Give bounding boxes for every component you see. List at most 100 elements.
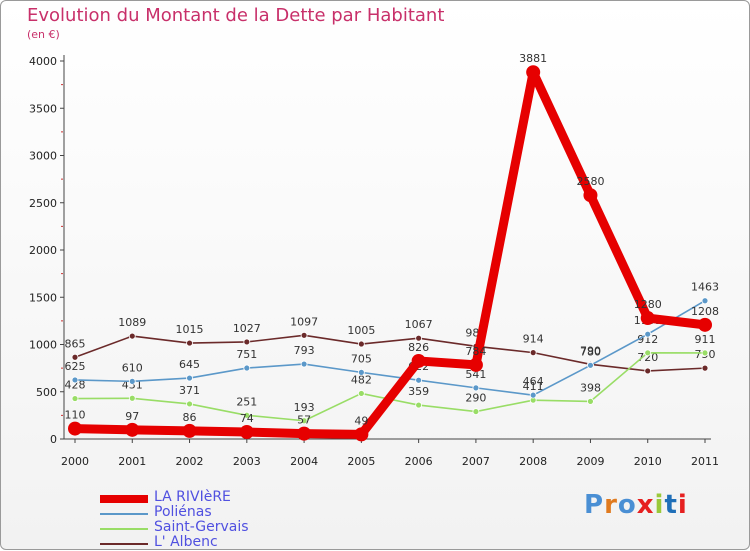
series-point — [529, 349, 537, 357]
series-point — [128, 394, 136, 402]
data-label: 914 — [523, 333, 544, 346]
data-label: 645 — [179, 358, 200, 371]
data-label: 398 — [580, 381, 601, 394]
data-label: 1208 — [691, 305, 719, 318]
x-tick-label: 2007 — [462, 455, 490, 468]
data-label: 1015 — [176, 323, 204, 336]
series-point — [71, 395, 79, 402]
series-point — [71, 376, 79, 384]
data-label: 865 — [65, 337, 86, 350]
x-tick-label: 2004 — [290, 455, 318, 468]
series-point — [300, 331, 308, 339]
series-point — [243, 411, 251, 419]
data-label: 793 — [294, 344, 315, 357]
series-line-1 — [74, 299, 706, 396]
data-label: 3881 — [519, 52, 547, 65]
data-label: 251 — [236, 395, 257, 408]
logo-letter: o — [617, 490, 637, 520]
data-label: 464 — [523, 375, 544, 388]
logo-letter: x — [636, 490, 655, 520]
data-label: 1089 — [118, 316, 146, 329]
y-tick-label: 2000 — [29, 244, 57, 257]
series-point — [587, 361, 594, 369]
y-tick-label: 0 — [50, 433, 57, 446]
data-label: 625 — [65, 360, 86, 373]
x-tick-label: 2002 — [176, 455, 204, 468]
series-point — [182, 423, 197, 438]
series-point — [71, 353, 79, 361]
legend-label: LA RIVIèRE — [154, 489, 231, 505]
series-point — [243, 364, 251, 372]
series-point — [68, 421, 82, 436]
y-tick-label: 500 — [36, 386, 57, 399]
data-label: 86 — [183, 411, 197, 424]
series-point — [128, 332, 136, 340]
series-point — [300, 360, 308, 368]
series-point — [411, 353, 426, 368]
data-label: 610 — [122, 361, 143, 374]
y-tick-label: 3500 — [29, 102, 57, 115]
series-point — [701, 297, 709, 305]
x-tick-label: 2001 — [118, 455, 146, 468]
series-point — [354, 427, 369, 442]
data-label: 193 — [294, 401, 315, 414]
logo-letter: P — [584, 490, 605, 520]
data-label: 720 — [637, 351, 658, 364]
data-label: 428 — [65, 379, 86, 392]
legend-label: Poliénas — [154, 504, 212, 520]
series-line-0 — [70, 67, 710, 439]
data-label: 110 — [65, 409, 86, 422]
data-label: 482 — [351, 373, 372, 386]
y-tick-label: 1500 — [29, 291, 57, 304]
series-point — [468, 357, 483, 372]
data-label: 411 — [523, 380, 544, 393]
data-label: 751 — [236, 348, 257, 361]
x-tick-label: 2003 — [233, 455, 261, 468]
series-point — [698, 317, 712, 332]
data-label: 790 — [580, 344, 601, 357]
series-point — [583, 188, 598, 203]
logo-letter: i — [654, 490, 665, 520]
y-tick-label: 1000 — [29, 339, 57, 352]
legend-label: L' Albenc — [154, 534, 218, 550]
series-point — [701, 349, 709, 357]
logo-letter: t — [664, 490, 678, 520]
logo-letter: i — [677, 490, 688, 520]
data-label: 784 — [465, 345, 486, 358]
y-tick-label: 4000 — [29, 55, 57, 68]
series-point — [186, 400, 193, 408]
data-label: 359 — [408, 385, 429, 398]
series-point — [701, 364, 709, 372]
series-point — [529, 391, 537, 399]
proxiti-logo: Proxiti — [584, 490, 688, 520]
data-label: 57 — [297, 414, 311, 427]
x-tick-label: 2005 — [347, 455, 375, 468]
x-tick-label: 2000 — [61, 455, 89, 468]
x-tick-label: 2006 — [405, 455, 433, 468]
series-point — [357, 340, 365, 348]
data-label: 290 — [465, 392, 486, 405]
series-point — [186, 374, 193, 382]
series-point — [415, 334, 423, 342]
x-tick-label: 2009 — [576, 455, 604, 468]
series-point — [297, 426, 312, 441]
data-label: 541 — [465, 368, 486, 381]
data-label: 1027 — [233, 322, 261, 335]
data-label: 1067 — [405, 318, 433, 331]
series-point — [300, 417, 308, 425]
data-label: 1463 — [691, 281, 719, 294]
series-line-2 — [74, 352, 706, 422]
x-tick-label: 2011 — [691, 455, 719, 468]
data-label: 74 — [240, 412, 254, 425]
data-label: 912 — [637, 333, 658, 346]
series-point — [644, 349, 652, 357]
data-label: 2580 — [576, 175, 604, 188]
series-point — [239, 425, 254, 440]
y-tick-label: 2500 — [29, 197, 57, 210]
series-point — [526, 65, 541, 80]
series-point — [415, 401, 423, 409]
data-label: 826 — [408, 341, 429, 354]
series-point — [415, 376, 423, 384]
data-label: 705 — [351, 352, 372, 365]
data-label: 1280 — [634, 298, 662, 311]
